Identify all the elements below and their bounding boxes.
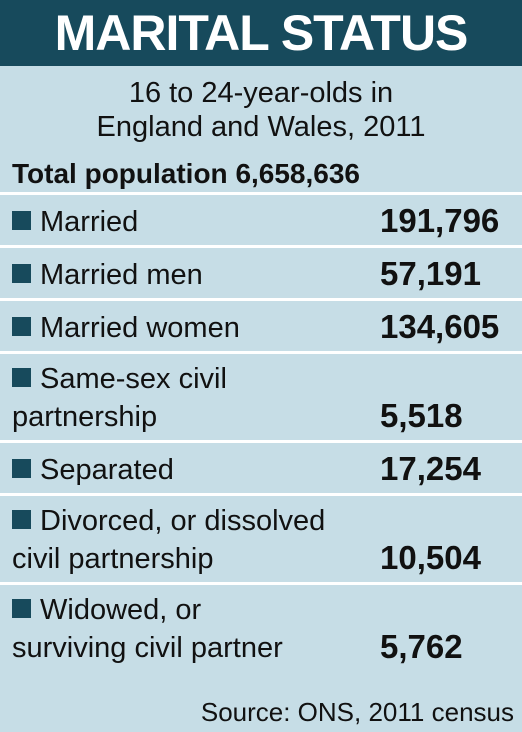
row-value: 5,762	[380, 628, 463, 665]
row-label: Divorced, or dissolved civil partnership	[12, 502, 325, 578]
label-line: Separated	[12, 451, 174, 489]
bullet	[12, 368, 31, 387]
row-value: 10,504	[380, 539, 481, 576]
label-text: Married	[40, 206, 139, 238]
bullet	[12, 211, 31, 230]
label-text: Divorced, or dissolved	[40, 505, 326, 537]
label-text: civil partnership	[12, 543, 214, 575]
total-population: Total population 6,658,636	[12, 158, 361, 189]
label-text: Widowed, or	[40, 594, 202, 626]
table-row: Same-sex civil partnership 5,518	[0, 351, 522, 440]
row-label: Widowed, or surviving civil partner	[12, 591, 283, 667]
table-row: Married men 57,191	[0, 245, 522, 298]
bullet	[12, 459, 31, 478]
row-label: Separated	[12, 451, 174, 489]
label-line: Same-sex civil	[12, 360, 227, 398]
subtitle-line: England and Wales, 2011	[96, 111, 426, 143]
row-value: 57,191	[380, 255, 481, 292]
row-label: Married men	[12, 256, 203, 294]
label-text: surviving civil partner	[12, 632, 283, 664]
row-label: Married women	[12, 309, 240, 347]
source: Source: ONS, 2011 census	[200, 697, 514, 727]
label-line: Married women	[12, 309, 240, 347]
bullet	[12, 317, 31, 336]
title: MARITAL STATUS	[0, 0, 522, 66]
row-value: 191,796	[380, 202, 500, 239]
table: Married 191,796 Married men 57,191 Married w…	[0, 192, 522, 671]
label-text: Married women	[40, 312, 240, 344]
row-value: 134,605	[380, 308, 500, 345]
label-text: Married men	[40, 259, 203, 291]
table-row: Divorced, or dissolved civil partnership 1…	[0, 493, 522, 582]
table-row: Widowed, or surviving civil partner 5,762	[0, 582, 522, 671]
label-line: Married	[12, 203, 138, 241]
table-row: Married 191,796	[0, 192, 522, 245]
label-line: Divorced, or dissolved	[12, 502, 325, 540]
table-row: Separated 17,254	[0, 440, 522, 493]
bullet	[12, 599, 31, 618]
row-value: 5,518	[380, 397, 463, 434]
label-text: partnership	[12, 401, 158, 433]
label-line: Widowed, or	[12, 591, 283, 629]
bullet	[12, 510, 31, 529]
row-label: Married	[12, 203, 138, 241]
label-line: surviving civil partner	[12, 629, 283, 667]
table-row: Married women 134,605	[0, 298, 522, 351]
label-line: Married men	[12, 256, 203, 294]
label-line: partnership	[12, 398, 227, 436]
subtitle-line: 16 to 24-year-olds in	[128, 77, 394, 109]
label-text: Separated	[40, 454, 174, 486]
row-label: Same-sex civil partnership	[12, 360, 227, 436]
row-value: 17,254	[380, 450, 481, 487]
subtitle: 16 to 24-year-olds in England and Wales,…	[0, 76, 522, 144]
bullet	[12, 264, 31, 283]
label-text: Same-sex civil	[40, 363, 227, 395]
label-line: civil partnership	[12, 540, 325, 578]
